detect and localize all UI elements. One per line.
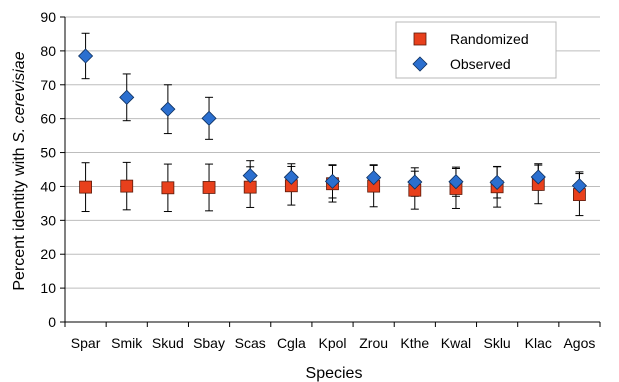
y-tick-label-30: 30	[40, 212, 56, 228]
legend-label-randomized: Randomized	[450, 31, 529, 47]
marker-randomized-smik	[120, 179, 134, 193]
marker-observed-spar	[78, 48, 94, 64]
grid-lines	[65, 16, 600, 289]
x-tick-label-zrou: Zrou	[359, 335, 388, 351]
marker-observed-skud	[160, 101, 176, 117]
x-axis-title: Species	[306, 365, 363, 382]
marker-randomized-spar	[79, 180, 92, 194]
marker-observed-kwal	[448, 174, 464, 190]
legend-marker-observed	[412, 56, 428, 72]
y-tick-label-0: 0	[48, 314, 56, 330]
y-axis-title: Percent identity with S. cerevisiae	[11, 51, 28, 290]
marker-randomized-skud	[161, 181, 175, 195]
y-tick-label-70: 70	[40, 77, 56, 93]
x-tick-label-sklu: Sklu	[483, 335, 510, 351]
marker-observed-scas	[242, 168, 258, 184]
legend: Randomized Observed	[395, 21, 557, 79]
marker-observed-smik	[119, 89, 135, 105]
legend-label-observed: Observed	[450, 56, 511, 72]
y-tick-label-50: 50	[40, 145, 56, 161]
x-tick-label-scas: Scas	[235, 335, 266, 351]
y-tick-label-80: 80	[40, 43, 56, 59]
marker-randomized-sbay	[202, 181, 216, 194]
x-tick-label-klac: Klac	[525, 335, 552, 351]
x-tick-label-kthe: Kthe	[400, 335, 429, 351]
x-tick-label-smik: Smik	[111, 335, 143, 351]
y-tick-label-60: 60	[40, 111, 56, 127]
x-tick-label-agos: Agos	[563, 335, 595, 351]
x-axis-ticks: Spar Smik Skud Sbay Scas Cgla Kpol Zrou Kthe Kwal…	[64, 322, 601, 351]
marker-observed-kpol	[324, 173, 341, 189]
x-tick-label-cgla: Cgla	[277, 335, 306, 351]
marker-observed-sbay	[201, 110, 217, 126]
legend-marker-randomized	[413, 32, 427, 46]
y-tick-label-40: 40	[40, 178, 56, 194]
y-axis-title-text: Percent identity with	[11, 143, 28, 291]
marker-observed-zrou	[366, 170, 382, 186]
marker-observed-sklu	[489, 174, 505, 190]
x-tick-label-spar: Spar	[71, 335, 101, 351]
y-tick-label-90: 90	[40, 9, 56, 25]
y-tick-label-10: 10	[40, 280, 56, 296]
y-tick-label-20: 20	[40, 246, 56, 262]
x-tick-label-sbay: Sbay	[193, 335, 225, 351]
y-axis-title-species: S. cerevisiae	[11, 51, 28, 143]
x-tick-label-kwal: Kwal	[441, 335, 471, 351]
x-tick-label-kpol: Kpol	[318, 335, 346, 351]
marker-observed-cgla	[283, 169, 299, 185]
y-axis-ticks: 0 10 20 30 40 50 60 70 80 90	[40, 9, 65, 330]
marker-observed-kthe	[407, 174, 423, 190]
marker-observed-klac	[530, 169, 546, 185]
marker-observed-agos	[571, 178, 587, 194]
x-tick-label-skud: Skud	[152, 335, 184, 351]
data-markers	[78, 48, 587, 201]
